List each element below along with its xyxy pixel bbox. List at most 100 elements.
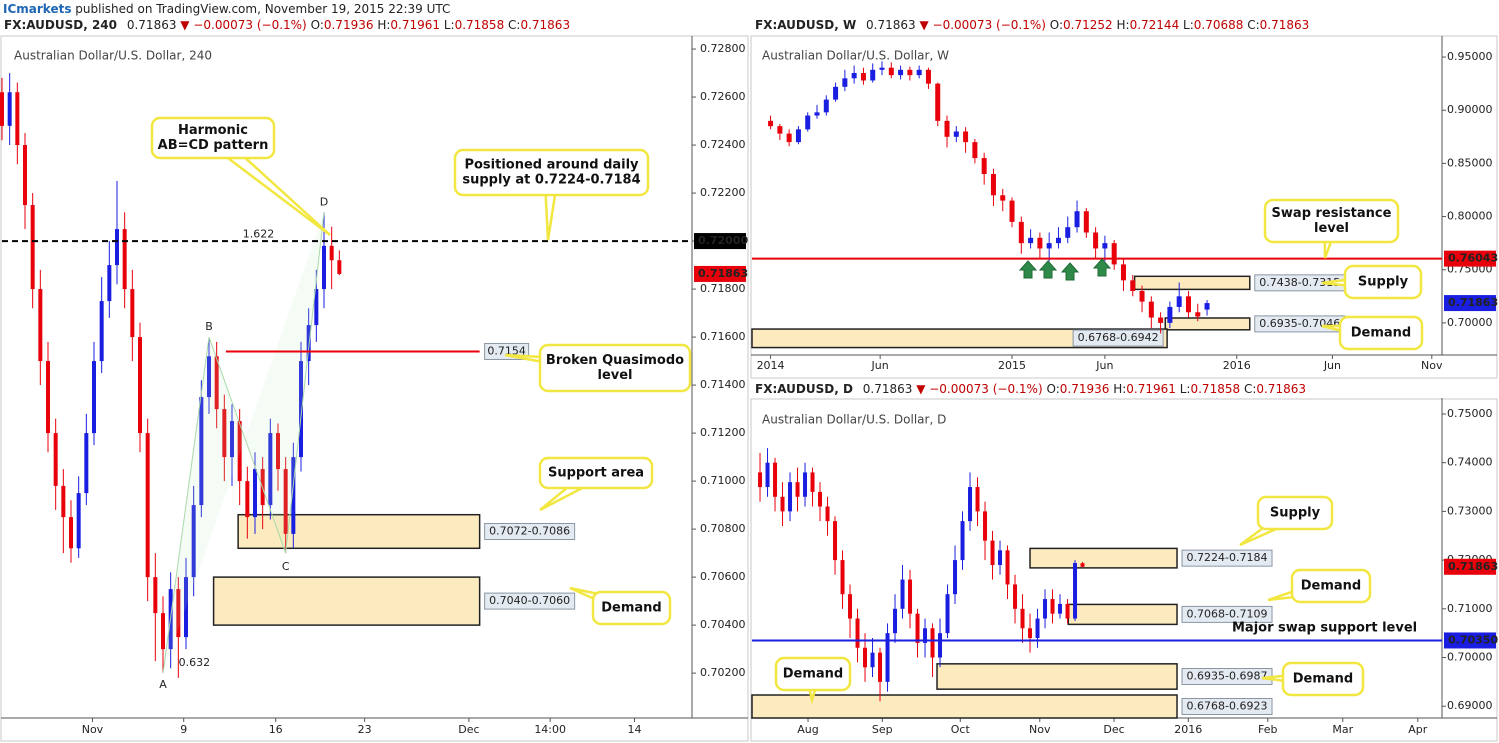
candle-body <box>758 472 763 488</box>
zone <box>751 328 1168 349</box>
callout-box <box>150 116 276 160</box>
candle-body <box>944 120 950 137</box>
candle-body <box>299 361 303 458</box>
zone-label-box <box>1181 549 1273 567</box>
ohlc-value: 0.71863 <box>520 18 570 32</box>
candle-body <box>15 92 20 146</box>
candle-body <box>1080 563 1085 567</box>
zone-label: 0.6768-0.6923 <box>1187 700 1268 713</box>
y-tick-label: 0.70000 <box>1447 651 1493 664</box>
zone <box>1164 317 1251 331</box>
chart-header: FX:AUDUSD, 240 0.71863 ▼ −0.00073 (−0.1%… <box>4 18 570 32</box>
callout-box <box>774 656 852 692</box>
candle-body <box>825 506 830 522</box>
zone-label: 0.7040-0.7060 <box>489 594 570 607</box>
y-tick-label: 0.71200 <box>700 426 746 439</box>
candle-body <box>1046 243 1052 249</box>
candle-body <box>1018 221 1024 244</box>
y-tick-label: 0.71600 <box>700 330 746 343</box>
candle-body <box>879 67 885 70</box>
candle-body <box>885 633 890 682</box>
callout-text: level <box>1314 221 1349 236</box>
candle-body <box>268 433 273 506</box>
last-price: 0.71863 <box>866 18 916 32</box>
candle-body <box>795 129 801 143</box>
y-tick-label: 0.72800 <box>700 42 746 55</box>
callout-box <box>538 343 692 393</box>
candle-body <box>337 260 342 274</box>
ohlc-value: 0.71858 <box>455 18 505 32</box>
x-tick-label: Jun <box>1323 359 1341 372</box>
callout-box <box>538 456 654 490</box>
green-arrow <box>1038 260 1058 279</box>
candle-body <box>1176 296 1182 307</box>
candle-body <box>1058 603 1063 614</box>
callout-text: Major swap support level <box>1232 621 1417 636</box>
ohlc-value: 0.71936 <box>1060 382 1110 396</box>
price-label: 0.71863 <box>698 267 748 280</box>
candle-body <box>176 589 181 638</box>
y-tick-label: 0.72600 <box>700 90 746 103</box>
candle-body <box>207 356 211 398</box>
candle-body <box>1055 237 1061 244</box>
candle-body <box>953 131 959 137</box>
level-label: 0.70350 <box>1448 633 1498 646</box>
callout-box <box>453 148 650 197</box>
candle-body <box>990 174 996 196</box>
y-tick-label: 0.85000 <box>1447 156 1493 169</box>
candle-body <box>1020 608 1025 629</box>
level-label-box <box>1444 632 1496 649</box>
x-tick-label: Jun <box>871 359 889 372</box>
candle-body <box>1185 296 1191 313</box>
zone-label: 0.6935-0.7046 <box>1259 317 1340 330</box>
last-price: 0.71863 <box>863 382 913 396</box>
candle-body <box>1074 211 1080 228</box>
candle-body <box>92 361 96 434</box>
zone <box>212 576 481 626</box>
publisher: ICmarkets published on TradingView.com, … <box>3 2 450 16</box>
candle-body <box>115 229 119 266</box>
candle-body <box>61 485 66 518</box>
candle-body <box>863 647 868 668</box>
ohlc-value: 0.71961 <box>1126 382 1176 396</box>
price-label: 0.71863 <box>1448 296 1498 309</box>
ohlc-value: 0.71936 <box>324 18 374 32</box>
candle-body <box>773 462 778 497</box>
price-label-box <box>1444 558 1496 575</box>
candle-body <box>803 472 808 497</box>
price-change: ▼ −0.00073 (−0.1%) <box>919 18 1045 32</box>
ohlc-label: H: <box>1113 382 1126 396</box>
zone-label: 0.6768-0.6942 <box>1078 331 1159 344</box>
candle-body <box>1195 312 1201 317</box>
y-tick-label: 0.73000 <box>1447 504 1493 517</box>
candle-body <box>1028 237 1034 244</box>
level-label: 0.72000 <box>698 234 748 247</box>
ohlc-label: H: <box>1117 18 1130 32</box>
zone-label: 0.7224-0.7184 <box>1187 551 1268 564</box>
candle-body <box>161 613 165 650</box>
candle-body <box>945 594 950 634</box>
symbol: FX:AUDUSD, D <box>755 382 853 396</box>
chart-panel: FX:AUDUSD, W 0.71863 ▼ −0.00073 (−0.1%) … <box>750 18 1498 379</box>
candle-body <box>1083 211 1089 233</box>
candle-body <box>138 337 142 434</box>
zone-label-box <box>1181 698 1273 716</box>
x-tick-label: 2016 <box>1174 723 1202 736</box>
candle-body <box>69 517 73 549</box>
chart-title: Australian Dollar/U.S. Dollar, D <box>762 413 946 427</box>
candle-body <box>1037 237 1043 249</box>
candle-body <box>810 472 815 492</box>
candle-body <box>145 433 150 578</box>
y-tick-label: 0.95000 <box>1447 50 1493 63</box>
candle-body <box>888 67 894 76</box>
candle-body <box>1073 563 1078 619</box>
x-tick-label: 2016 <box>1223 359 1251 372</box>
candle-body <box>818 491 823 507</box>
candle-body <box>963 131 969 143</box>
candle-body <box>878 652 883 682</box>
candle-body <box>283 469 288 534</box>
green-arrow <box>1092 258 1112 277</box>
y-tick-label: 0.71000 <box>700 474 746 487</box>
candle-body <box>983 511 988 541</box>
callout-text: Support area <box>548 466 644 481</box>
